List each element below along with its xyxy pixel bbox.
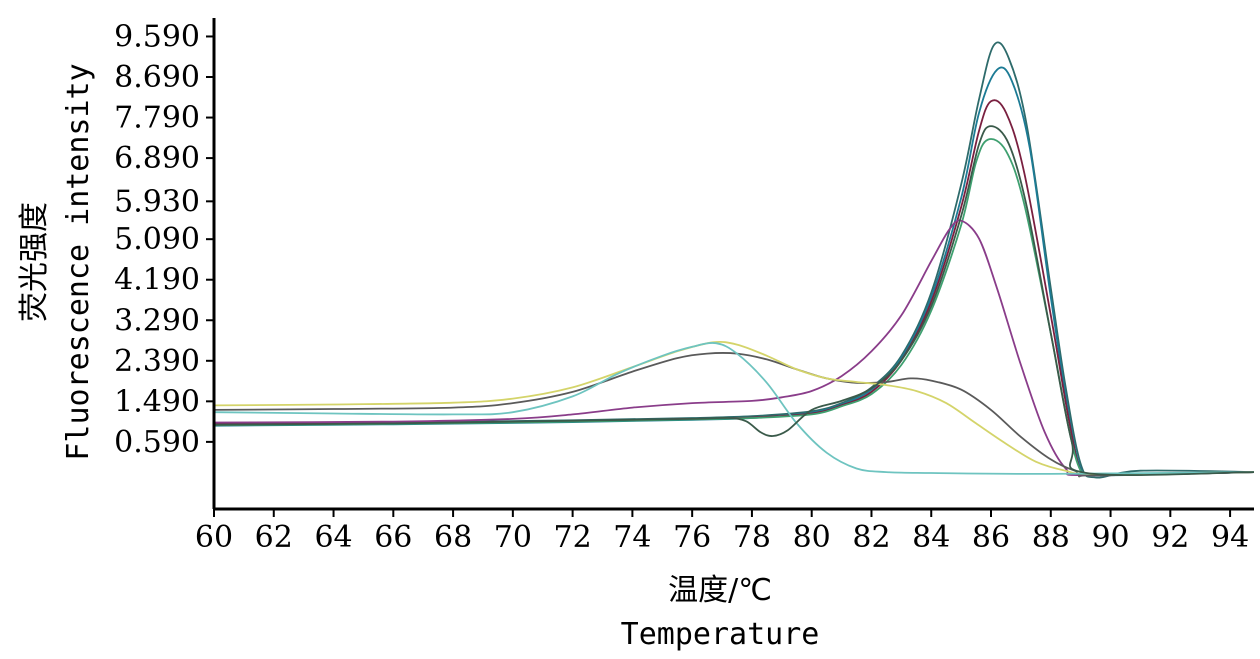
x-tick-label: 90	[1091, 520, 1129, 555]
y-tick-label: 9.590	[114, 19, 200, 54]
x-tick-label: 68	[434, 520, 472, 555]
x-tick-label: 88	[1032, 520, 1070, 555]
y-tick-label: 4.190	[114, 263, 200, 298]
x-tick-label: 94	[1211, 520, 1249, 555]
x-tick-label: 70	[494, 520, 532, 555]
x-tick-label: 82	[852, 520, 890, 555]
y-tick-label: 8.690	[114, 60, 200, 95]
y-axis-title-cn: 荧光强度	[17, 202, 52, 322]
y-tick-label: 6.890	[114, 141, 200, 176]
series-line	[213, 41, 1255, 479]
y-tick-label: 7.790	[114, 101, 200, 136]
series-line	[213, 219, 1255, 477]
x-tick-label: 72	[554, 520, 592, 555]
x-axis-title-cn: 温度/℃	[668, 573, 772, 608]
series-line	[213, 340, 1255, 475]
x-tick-label: 92	[1151, 520, 1189, 555]
y-tick-label: 0.590	[114, 425, 200, 460]
x-tick-label: 78	[733, 520, 771, 555]
x-axis-title-en: Temperature	[621, 617, 820, 652]
x-tick-label: 60	[195, 520, 233, 555]
y-tick-label: 3.290	[114, 303, 200, 338]
series-line	[213, 342, 1255, 475]
y-tick-label: 1.490	[114, 384, 200, 419]
x-ticks: 60 62 64 66 68 70 72 74 76 78 80 82 84 86 88 90 92 94	[195, 509, 1249, 555]
y-tick-label: 5.090	[114, 222, 200, 257]
series-line	[213, 99, 1255, 478]
x-tick-label: 80	[793, 520, 831, 555]
x-tick-label: 74	[613, 520, 651, 555]
x-tick-label: 84	[912, 520, 950, 555]
plot-lines	[213, 41, 1255, 479]
y-tick-label: 2.390	[114, 344, 200, 379]
x-tick-label: 76	[673, 520, 711, 555]
x-tick-label: 66	[374, 520, 412, 555]
y-axis-title-en: Fluorescence intensity	[61, 63, 96, 460]
y-tick-label: 5.930	[114, 184, 200, 219]
x-tick-label: 62	[255, 520, 293, 555]
series-line	[213, 125, 1255, 476]
x-tick-label: 64	[314, 520, 352, 555]
x-tick-label: 86	[972, 520, 1010, 555]
